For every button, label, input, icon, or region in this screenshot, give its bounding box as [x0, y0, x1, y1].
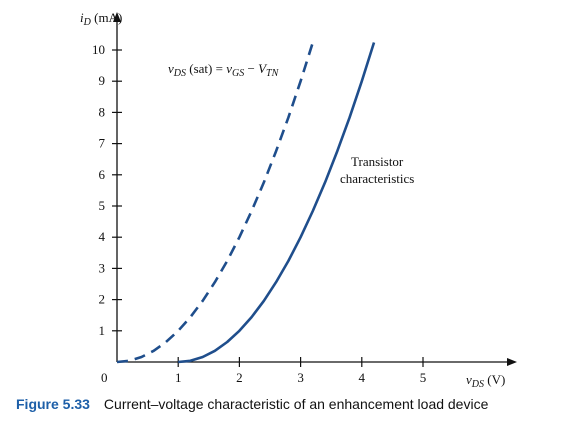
y-tick-label-4: 4 — [99, 229, 106, 244]
x-tick-label-1: 1 — [175, 370, 182, 385]
figure-caption-text: Current–voltage characteristic of an enh… — [103, 396, 489, 412]
x-tick-label-5: 5 — [420, 370, 427, 385]
y-tick-label-3: 3 — [99, 260, 106, 275]
y-tick-label-2: 2 — [99, 292, 106, 307]
y-tick-label-6: 6 — [99, 167, 106, 182]
curves — [116, 42, 376, 364]
y-tick-label-8: 8 — [99, 104, 106, 119]
x-tick-label-4: 4 — [359, 370, 366, 385]
axes: 1 2 3 4 5 1 2 3 4 5 6 7 8 9 10 — [92, 12, 517, 385]
transistor-annotation-line1: Transistor — [351, 154, 404, 169]
x-axis-arrow — [507, 358, 517, 366]
y-tick-label-10: 10 — [92, 42, 105, 57]
x-tick-label-2: 2 — [236, 370, 243, 385]
saturation-boundary-curve — [116, 42, 315, 364]
transistor-annotation-line2: characteristics — [340, 171, 414, 186]
labels: iD (mA) vDS (V) 0 vDS (sat) = vGS − VTN … — [80, 10, 505, 390]
y-tick-label-7: 7 — [99, 136, 106, 151]
y-tick-label-9: 9 — [99, 73, 106, 88]
origin-label: 0 — [101, 370, 108, 385]
x-tick-label-3: 3 — [297, 370, 304, 385]
x-axis-label: vDS (V) — [466, 372, 505, 390]
transistor-curve — [178, 42, 376, 364]
y-axis-label: iD (mA) — [80, 10, 122, 28]
figure-caption: Figure 5.33 Current–voltage characteristi… — [16, 396, 488, 412]
y-tick-label-1: 1 — [99, 323, 106, 338]
figure-number: Figure 5.33 — [16, 396, 90, 412]
saturation-annotation: vDS (sat) = vGS − VTN — [168, 61, 280, 79]
y-axis-arrow — [113, 12, 121, 22]
y-tick-label-5: 5 — [99, 198, 106, 213]
